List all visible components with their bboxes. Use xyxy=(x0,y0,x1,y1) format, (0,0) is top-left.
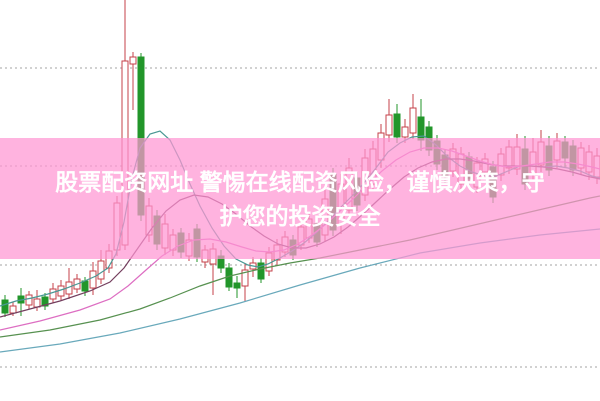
banner-text-line1: 股票配资网址 警惕在线配资风险，谨慎决策，守 xyxy=(55,168,545,195)
risk-warning-banner: 股票配资网址 警惕在线配资风险，谨慎决策，守 护您的投资安全 xyxy=(0,138,600,259)
banner-text-line2: 护您的投资安全 xyxy=(219,202,381,229)
